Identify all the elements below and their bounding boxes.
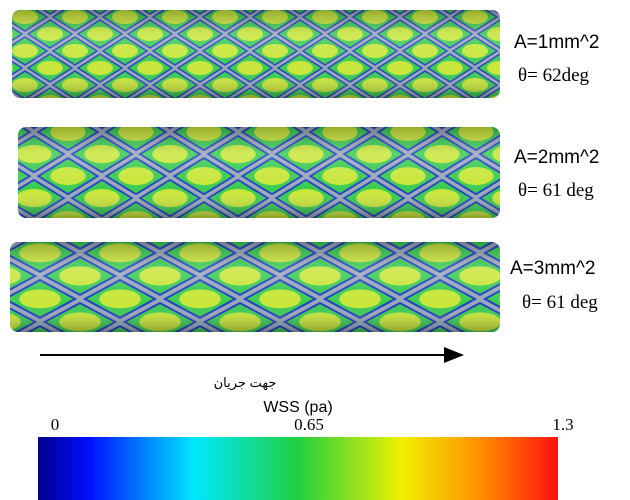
- angle-label: θ= 61 deg: [518, 180, 594, 201]
- colorbar: [38, 437, 558, 500]
- colorbar-label: WSS (pa): [263, 399, 332, 416]
- angle-label: θ= 62deg: [518, 65, 589, 86]
- area-label: A=1mm^2: [514, 32, 599, 53]
- colorbar-tick-label: 1.3: [552, 415, 573, 434]
- colorbar-tick-label: 0.65: [294, 415, 324, 434]
- stent-1: [12, 10, 500, 98]
- area-label: A=3mm^2: [510, 258, 595, 279]
- stent-2: [18, 127, 500, 218]
- stent-3: [10, 242, 500, 332]
- figure: A=1mm^2 θ= 62deg A=2mm^2 θ= 61 deg A=3mm…: [0, 0, 630, 500]
- colorbar-ticks: 0 0.65 1.3: [51, 415, 574, 434]
- area-label: A=2mm^2: [514, 147, 599, 168]
- colorbar-tick-label: 0: [51, 415, 60, 434]
- angle-label: θ= 61 deg: [522, 292, 598, 313]
- flow-label: جهت جریان: [214, 375, 277, 391]
